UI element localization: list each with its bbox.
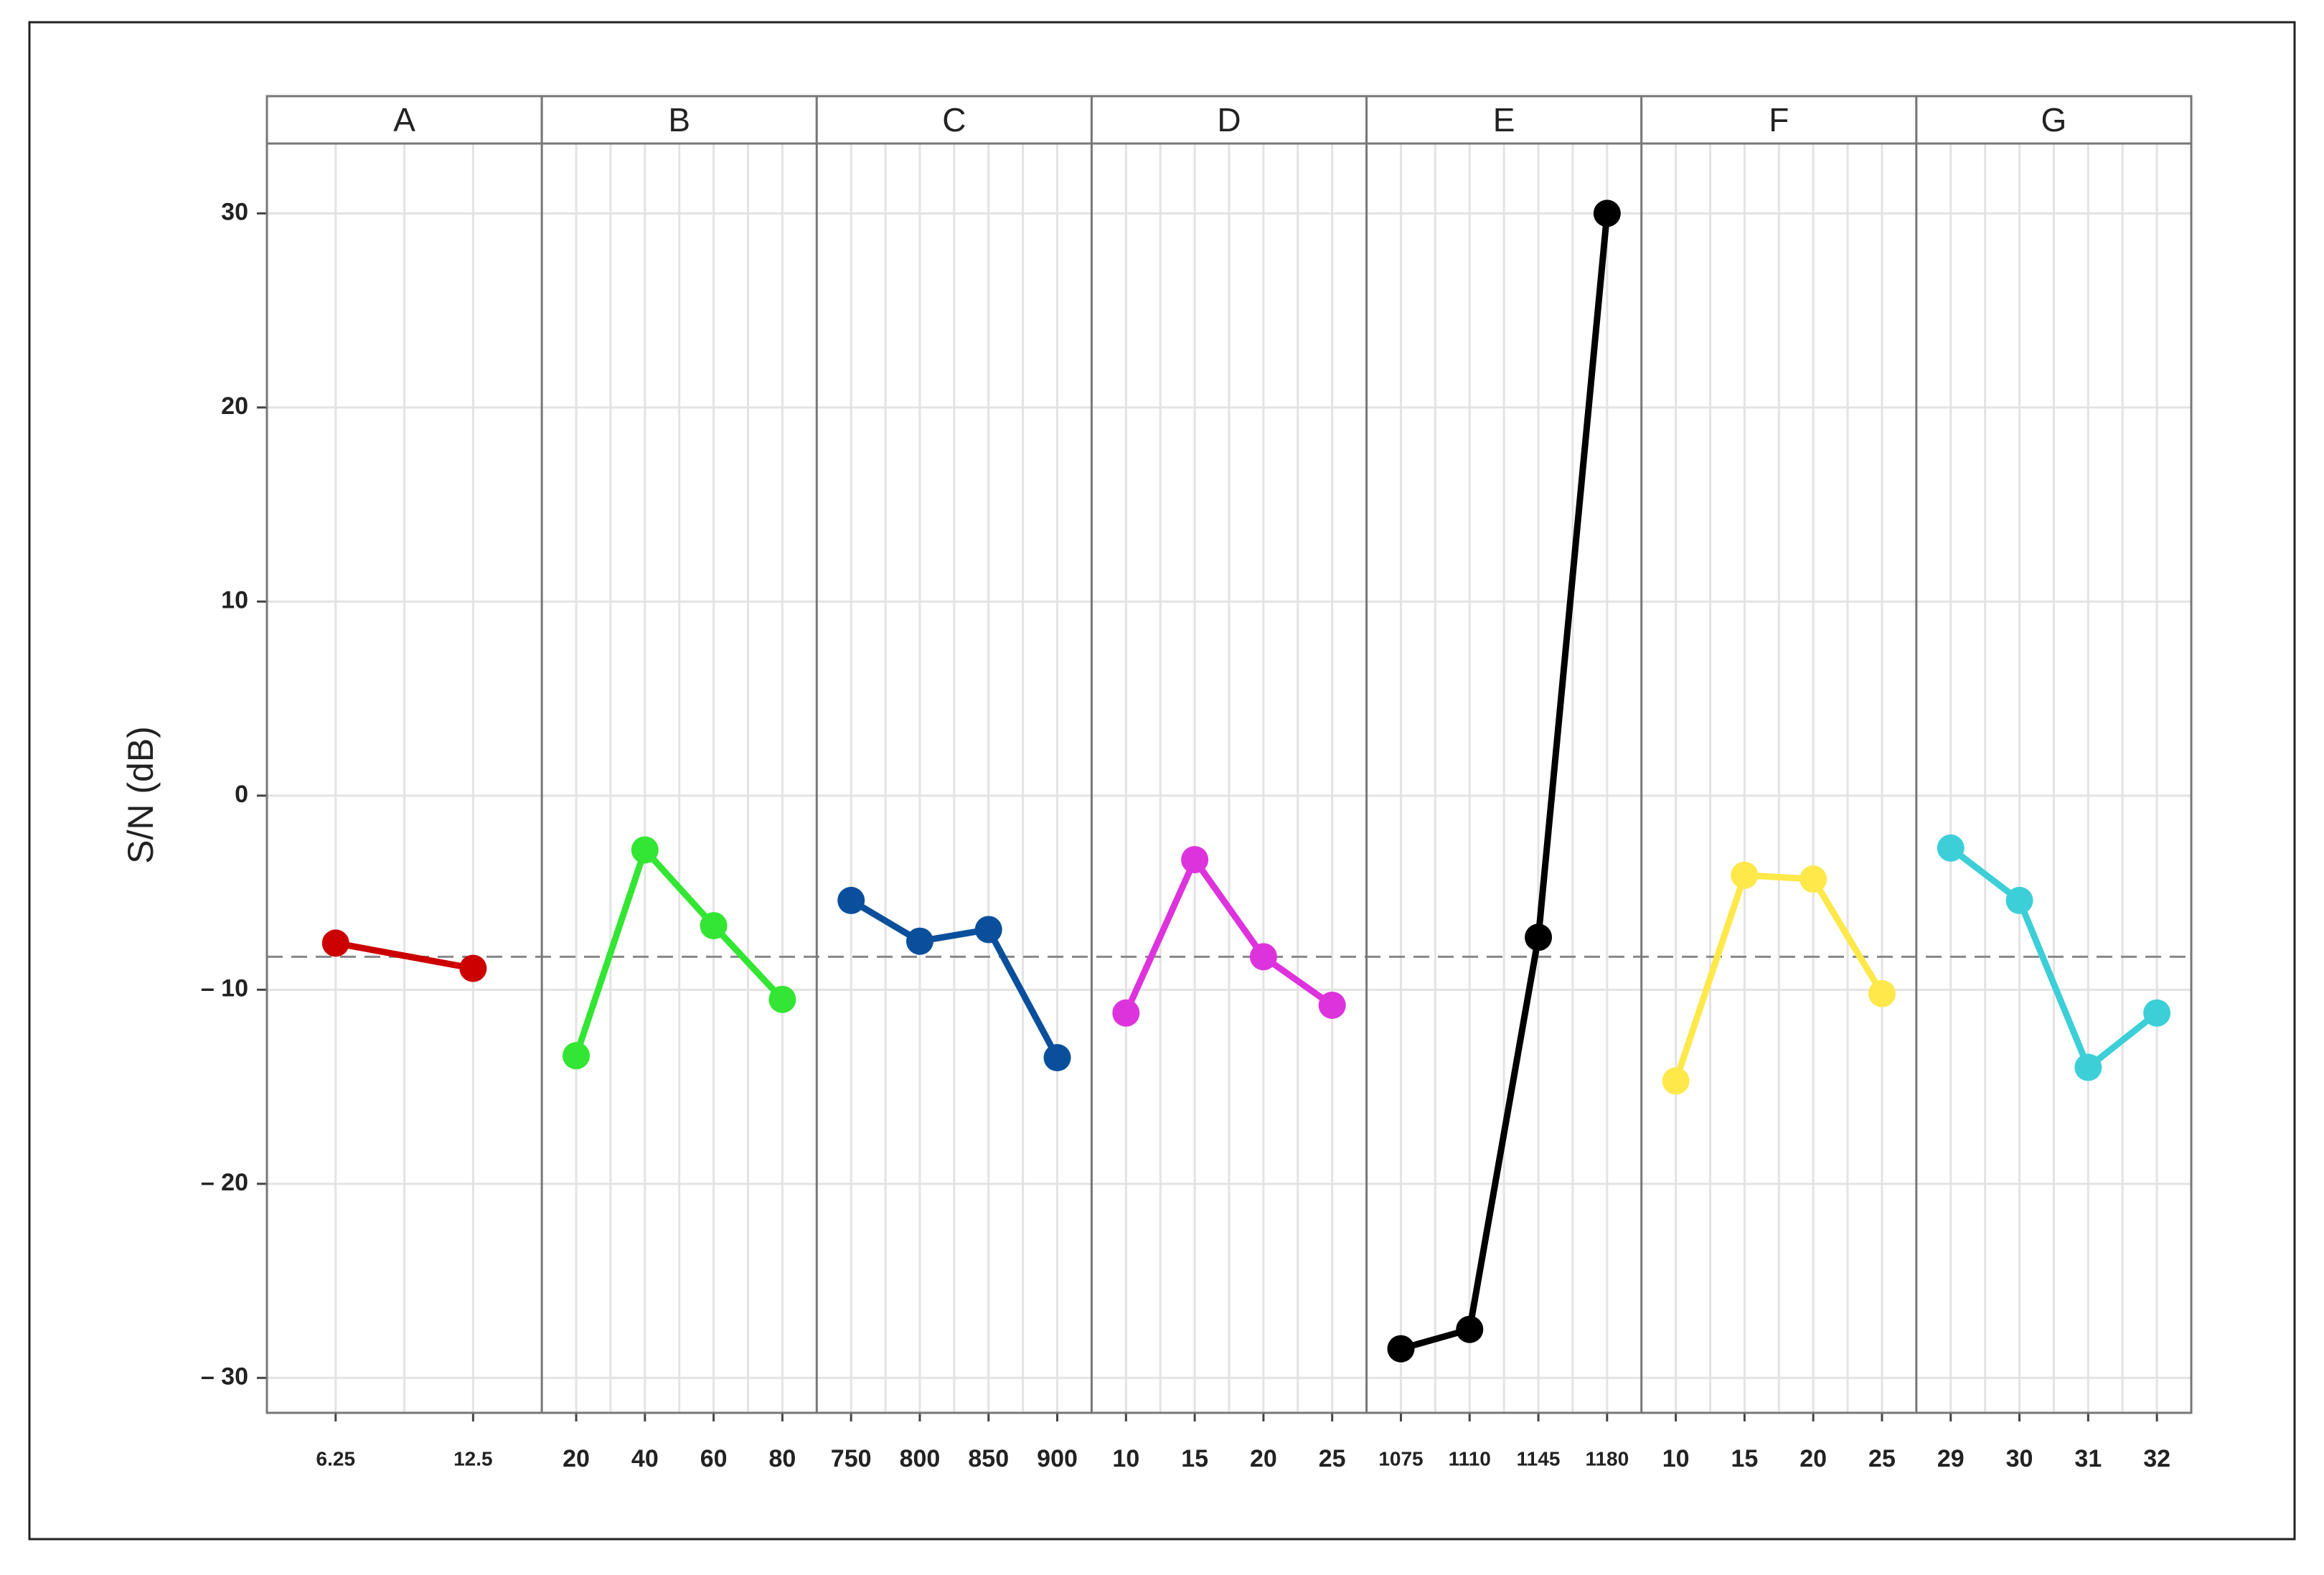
x-tick-label: 900 <box>1037 1445 1078 1472</box>
panel-title: D <box>1217 101 1241 138</box>
x-tick-label: 12.5 <box>453 1447 493 1470</box>
data-point <box>974 916 1002 944</box>
y-tick-label: – 20 <box>201 1169 248 1196</box>
data-point <box>1249 943 1277 971</box>
panel-header <box>815 95 1093 145</box>
series-line <box>1673 872 1885 1082</box>
x-tick-label: 15 <box>1181 1445 1208 1472</box>
frame <box>28 21 2296 1541</box>
x-tick-label: 30 <box>2006 1445 2033 1472</box>
x-tick-label: 800 <box>900 1445 941 1472</box>
data-point <box>1800 865 1827 893</box>
x-tick-label: 1145 <box>1517 1447 1561 1470</box>
panel-header <box>1090 95 1368 145</box>
y-tick-label: 0 <box>235 781 248 808</box>
x-tick-label: 20 <box>563 1445 590 1472</box>
data-point <box>1731 861 1759 889</box>
y-tick-label: – 10 <box>201 974 248 1002</box>
data-point <box>1868 979 1896 1007</box>
x-tick-label: 15 <box>1731 1445 1758 1472</box>
data-point <box>768 985 796 1013</box>
data-point <box>905 927 933 955</box>
data-point <box>321 929 349 957</box>
x-tick-label: 1180 <box>1585 1447 1629 1470</box>
panel-title: A <box>393 101 415 138</box>
data-point <box>1662 1067 1690 1095</box>
series-line <box>849 898 1060 1060</box>
panel-title: B <box>668 101 690 138</box>
x-tick-label: 10 <box>1662 1445 1690 1472</box>
data-point <box>563 1042 591 1070</box>
data-point <box>1593 199 1621 227</box>
x-tick-label: 31 <box>2074 1445 2102 1472</box>
data-point <box>1525 923 1553 951</box>
data-point <box>1181 846 1209 874</box>
panel-header <box>1365 95 1643 145</box>
data-point <box>459 954 487 982</box>
data-point <box>1937 834 1965 862</box>
panel-title: E <box>1493 101 1515 138</box>
x-tick-label: 750 <box>831 1445 872 1472</box>
x-tick-label: 1110 <box>1449 1447 1491 1470</box>
data-point <box>631 836 659 864</box>
x-tick-label: 29 <box>1937 1445 1965 1472</box>
data-point <box>2005 886 2033 914</box>
series-line <box>1949 845 2159 1071</box>
series-line <box>1400 212 1611 1353</box>
x-tick-label: 25 <box>1868 1445 1896 1472</box>
y-tick-label: 20 <box>221 392 248 420</box>
x-tick-label: 60 <box>700 1445 728 1472</box>
y-axis-label: S/N (dB) <box>121 726 161 864</box>
panel-title: G <box>2041 101 2067 138</box>
x-tick-label: 80 <box>768 1445 796 1472</box>
data-point <box>2074 1053 2102 1081</box>
x-tick-label: 6.25 <box>316 1447 356 1470</box>
x-tick-label: 1075 <box>1378 1447 1423 1470</box>
data-point <box>1387 1335 1415 1363</box>
x-tick-label: 32 <box>2143 1445 2170 1472</box>
y-tick-label: 10 <box>221 586 248 613</box>
series-line <box>573 847 785 1057</box>
x-tick-label: 20 <box>1800 1445 1827 1472</box>
x-tick-label: 850 <box>968 1445 1009 1472</box>
x-tick-label: 20 <box>1250 1445 1277 1472</box>
series-line <box>1123 856 1335 1015</box>
x-tick-label: 10 <box>1112 1445 1139 1472</box>
x-tick-label: 25 <box>1319 1445 1346 1472</box>
data-point <box>700 912 728 940</box>
panel-title: F <box>1769 101 1789 138</box>
data-point <box>1456 1315 1484 1343</box>
panel-header <box>540 95 818 145</box>
data-point <box>837 886 865 914</box>
data-point <box>2143 999 2171 1027</box>
data-point <box>1112 999 1140 1027</box>
y-tick-label: 30 <box>221 198 248 225</box>
y-tick-label: – 30 <box>201 1363 248 1390</box>
panel-title: C <box>942 101 966 138</box>
plot-border <box>265 95 2193 1414</box>
data-point <box>1043 1044 1071 1072</box>
series-line <box>334 939 474 972</box>
x-tick-label: 40 <box>631 1445 659 1472</box>
data-point <box>1318 991 1346 1019</box>
